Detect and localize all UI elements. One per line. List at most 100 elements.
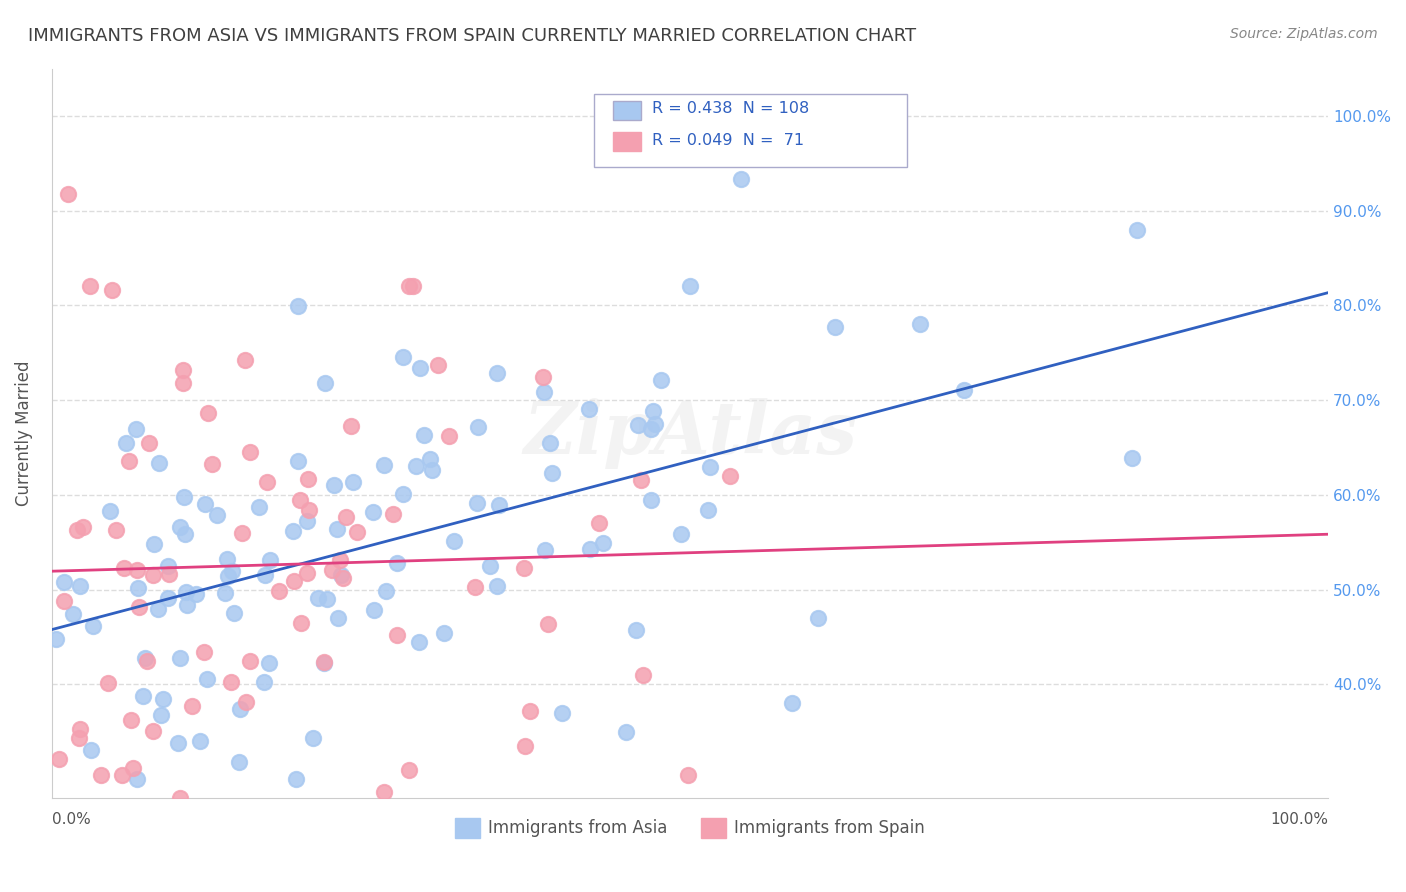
Point (69, 579, 91, 593)
Point (630, 473, 652, 487)
Point (640, 422, 662, 436)
Point (66, 523, 89, 537)
Point (541, 466, 564, 480)
FancyBboxPatch shape (595, 94, 907, 167)
Point (515, 739, 537, 754)
Point (172, 363, 194, 377)
Point (373, 785, 395, 799)
Point (588, 516, 610, 530)
Point (112, 560, 135, 574)
Point (127, 581, 149, 595)
Text: 100.0%: 100.0% (1270, 813, 1329, 828)
Point (538, 436, 561, 450)
Point (323, 478, 346, 492)
Point (104, 523, 127, 537)
Point (194, 497, 217, 511)
Point (824, 320, 846, 334)
Point (281, 524, 304, 538)
Point (551, 706, 574, 720)
Point (398, 763, 420, 777)
Text: Source: ZipAtlas.com: Source: ZipAtlas.com (1230, 27, 1378, 41)
Point (115, 435, 138, 450)
Point (335, 510, 357, 524)
Point (257, 656, 280, 670)
Point (214, 586, 236, 600)
Text: R = 0.438  N = 108: R = 0.438 N = 108 (651, 101, 808, 116)
Point (229, 702, 252, 716)
Point (533, 385, 555, 400)
Point (228, 755, 250, 769)
Point (329, 552, 352, 566)
Point (259, 553, 281, 567)
Point (217, 568, 239, 582)
Point (405, 459, 427, 474)
Point (142, 724, 165, 739)
Point (149, 707, 172, 722)
Point (80, 743, 103, 757)
Point (346, 524, 368, 539)
Point (408, 634, 430, 648)
Point (392, 487, 415, 501)
Point (152, 691, 174, 706)
Point (253, 674, 276, 689)
Point (256, 475, 278, 489)
FancyBboxPatch shape (613, 132, 641, 151)
Point (284, 772, 307, 787)
Point (138, 435, 160, 450)
Point (69, 722, 91, 736)
Point (806, 611, 828, 625)
Point (339, 418, 361, 433)
Point (283, 574, 305, 589)
Point (52, 594, 75, 608)
Point (172, 376, 194, 391)
Point (193, 645, 215, 659)
Point (173, 490, 195, 504)
Point (332, 571, 354, 585)
Point (519, 704, 541, 718)
Point (644, 417, 666, 431)
Point (290, 493, 312, 508)
Point (205, 508, 228, 522)
Point (464, 581, 486, 595)
Point (679, 279, 702, 293)
Text: IMMIGRANTS FROM ASIA VS IMMIGRANTS FROM SPAIN CURRENTLY MARRIED CORRELATION CHAR: IMMIGRANTS FROM ASIA VS IMMIGRANTS FROM … (28, 27, 917, 45)
Point (531, 369, 554, 384)
Point (67, 731, 90, 745)
Point (321, 563, 343, 577)
Point (136, 654, 159, 668)
Point (730, 172, 752, 186)
Point (387, 628, 409, 642)
Text: 0.0%: 0.0% (52, 813, 90, 828)
Point (125, 422, 148, 436)
Point (312, 655, 335, 669)
Point (221, 564, 243, 578)
Point (326, 610, 349, 624)
Point (592, 535, 614, 549)
Point (427, 358, 450, 372)
Point (180, 698, 202, 713)
Point (363, 603, 385, 617)
Point (485, 366, 508, 380)
Point (676, 767, 699, 781)
Point (269, 583, 291, 598)
FancyBboxPatch shape (613, 101, 641, 120)
Point (295, 566, 318, 580)
Point (718, 469, 741, 483)
Point (166, 736, 188, 750)
Point (298, 503, 321, 517)
Point (513, 561, 536, 575)
Point (197, 406, 219, 420)
Point (90, 767, 112, 781)
Point (624, 623, 647, 637)
Point (98, 504, 121, 518)
Point (297, 472, 319, 486)
Point (420, 463, 443, 477)
Point (134, 651, 156, 665)
Point (314, 656, 336, 670)
Point (290, 615, 312, 630)
Text: R = 0.049  N =  71: R = 0.049 N = 71 (651, 133, 804, 147)
Point (146, 601, 169, 615)
Point (643, 404, 665, 418)
Point (1125, 222, 1147, 236)
Point (391, 351, 413, 365)
